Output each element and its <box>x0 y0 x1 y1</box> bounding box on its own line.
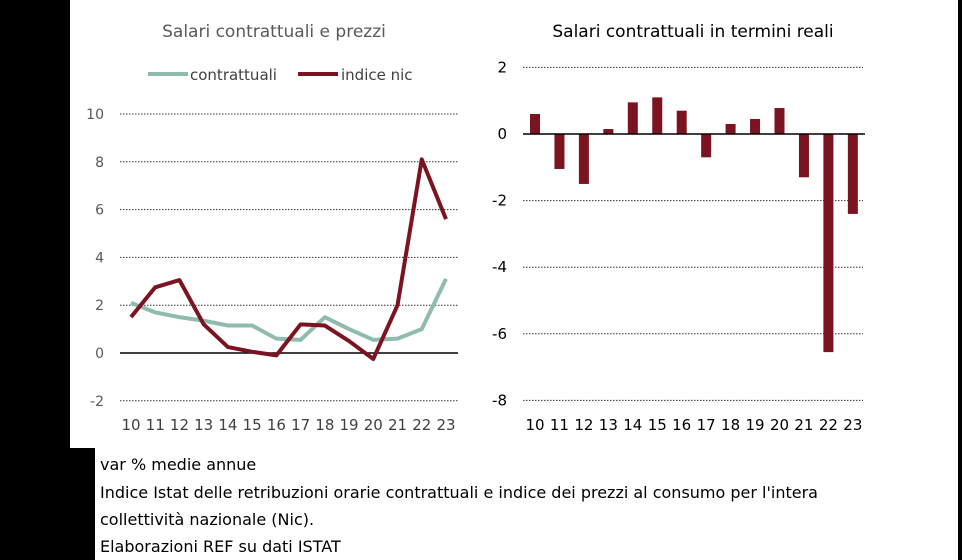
y-tick-label: 6 <box>95 203 104 219</box>
bar <box>676 110 687 134</box>
bar <box>774 108 785 134</box>
bar <box>725 124 736 134</box>
x-tick-label: 16 <box>267 416 286 434</box>
x-tick-label: 22 <box>819 416 838 434</box>
y-tick-label: -8 <box>492 391 507 409</box>
x-tick-label: 19 <box>340 416 359 434</box>
charts-svg: Salari contrattuali e prezzi contrattual… <box>86 22 865 434</box>
y-tick-label: -2 <box>90 394 104 410</box>
note-elaboration: Elaborazioni REF su dati ISTAT <box>100 537 341 556</box>
y-tick-label: -2 <box>492 192 507 210</box>
legend-label-nic: indice nic <box>341 66 413 84</box>
x-tick-label: 18 <box>721 416 740 434</box>
x-tick-label: 10 <box>525 416 544 434</box>
note-source-desc: Indice Istat delle retribuzioni orarie c… <box>100 483 818 502</box>
bar <box>798 134 809 178</box>
x-tick-label: 23 <box>436 416 455 434</box>
note-unit: var % medie annue <box>100 455 257 474</box>
x-tick-label: 12 <box>170 416 189 434</box>
bar <box>530 114 540 134</box>
x-tick-label: 22 <box>412 416 431 434</box>
note-source-desc-2: collettività nazionale (Nic). <box>100 510 315 529</box>
x-tick-label: 15 <box>243 416 262 434</box>
y-tick-label: 10 <box>86 107 104 123</box>
y-tick-label: 8 <box>95 155 104 171</box>
chart-panel <box>70 0 958 448</box>
bar <box>554 134 565 169</box>
x-tick-label: 10 <box>121 416 140 434</box>
x-tick-label: 15 <box>648 416 667 434</box>
legend-label-contrattuali: contrattuali <box>190 66 277 84</box>
bar <box>603 129 614 134</box>
x-tick-label: 21 <box>388 416 407 434</box>
x-tick-label: 21 <box>794 416 813 434</box>
y-tick-label: 2 <box>95 298 104 314</box>
x-tick-label: 12 <box>574 416 593 434</box>
y-tick-label: 2 <box>497 58 507 76</box>
x-tick-label: 14 <box>218 416 237 434</box>
x-tick-label: 14 <box>623 416 642 434</box>
x-tick-label: 11 <box>146 416 165 434</box>
y-tick-label: 4 <box>95 250 104 266</box>
y-tick-label: 0 <box>497 125 507 143</box>
bar <box>627 102 638 134</box>
x-tick-label: 18 <box>315 416 334 434</box>
series-line-indice-nic <box>129 157 448 361</box>
x-tick-label: 13 <box>194 416 213 434</box>
x-tick-label: 23 <box>843 416 862 434</box>
bar <box>701 134 712 158</box>
y-tick-label: -6 <box>492 325 507 343</box>
bar <box>750 119 761 134</box>
x-tick-label: 20 <box>364 416 383 434</box>
x-tick-label: 19 <box>746 416 765 434</box>
x-tick-label: 17 <box>697 416 716 434</box>
x-tick-label: 17 <box>291 416 310 434</box>
bar <box>578 134 589 184</box>
x-tick-label: 16 <box>672 416 691 434</box>
bar <box>847 134 858 214</box>
x-tick-label: 13 <box>599 416 618 434</box>
x-tick-label: 11 <box>550 416 569 434</box>
bar <box>823 134 834 353</box>
right-chart-title: Salari contrattuali in termini reali <box>552 22 833 42</box>
y-tick-label: -4 <box>492 258 507 276</box>
y-tick-label: 0 <box>95 346 104 362</box>
bar <box>652 97 663 134</box>
notes: var % medie annue Indice Istat delle ret… <box>95 448 958 560</box>
x-tick-label: 20 <box>770 416 789 434</box>
left-chart-title: Salari contrattuali e prezzi <box>162 22 386 42</box>
